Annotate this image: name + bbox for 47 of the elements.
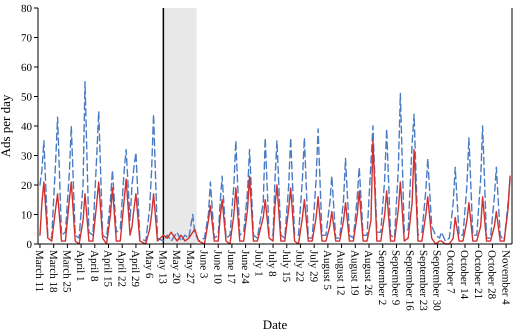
x-tick-label: May 27	[184, 250, 196, 284]
line-series	[39, 81, 511, 242]
x-tick-label: September 23	[417, 250, 430, 312]
y-tick-label: 70	[21, 32, 32, 44]
x-tick-label: October 28	[486, 250, 498, 300]
x-tick-label: April 1	[74, 250, 86, 282]
x-tick-label: November 4	[499, 250, 512, 306]
x-tick-label: July 29	[307, 250, 320, 283]
x-tick-label: June 10	[211, 250, 224, 284]
x-tick-label: August 5	[321, 250, 334, 291]
x-tick-label: July 8	[266, 250, 278, 278]
x-tick-label: July 22	[294, 250, 306, 282]
x-tick-label: July 1	[252, 250, 264, 277]
x-tick-label: March 18	[46, 250, 59, 293]
x-tick-label: June 24	[238, 250, 251, 284]
y-tick-label: 20	[21, 180, 32, 192]
x-tick-label: September 16	[403, 250, 416, 312]
x-tick-label: April 15	[102, 250, 114, 288]
y-tick-label: 30	[21, 150, 32, 162]
x-tick-label: April 22	[115, 250, 128, 287]
x-tick-label: June 3	[198, 250, 210, 279]
x-tick-label: July 15	[280, 250, 292, 283]
x-tick-label: March 25	[60, 250, 73, 293]
x-tick-label: September 9	[390, 250, 402, 306]
x-tick-label: May 6	[142, 250, 155, 279]
x-tick-label: October 14	[458, 250, 470, 300]
x-tick-label: May 20	[170, 250, 182, 284]
x-tick-label: March 11	[33, 250, 46, 292]
x-tick-label: April 29	[129, 250, 142, 288]
x-tick-label: August 26	[362, 250, 374, 296]
x-tick-label: August 12	[334, 250, 347, 296]
y-tick-label: 0	[26, 238, 32, 251]
x-axis-title: Date	[262, 317, 288, 332]
y-axis-title: Ads per day	[0, 94, 13, 158]
y-tick-label: 50	[21, 91, 32, 104]
y-tick-label: 40	[21, 120, 32, 133]
y-tick-label: 80	[21, 2, 32, 15]
x-tick-label: August 19	[348, 250, 360, 296]
x-tick-label: October 7	[444, 250, 456, 294]
x-tick-label: September 2	[376, 250, 388, 306]
x-tick-label: April 8	[88, 250, 100, 282]
y-tick-label: 60	[21, 62, 32, 74]
x-tick-label: October 21	[472, 250, 484, 300]
y-tick-label: 10	[21, 209, 32, 222]
x-tick-label: June 17	[225, 250, 238, 284]
x-tick-label: September 30	[430, 250, 443, 312]
x-tick-label: May 13	[156, 250, 169, 284]
